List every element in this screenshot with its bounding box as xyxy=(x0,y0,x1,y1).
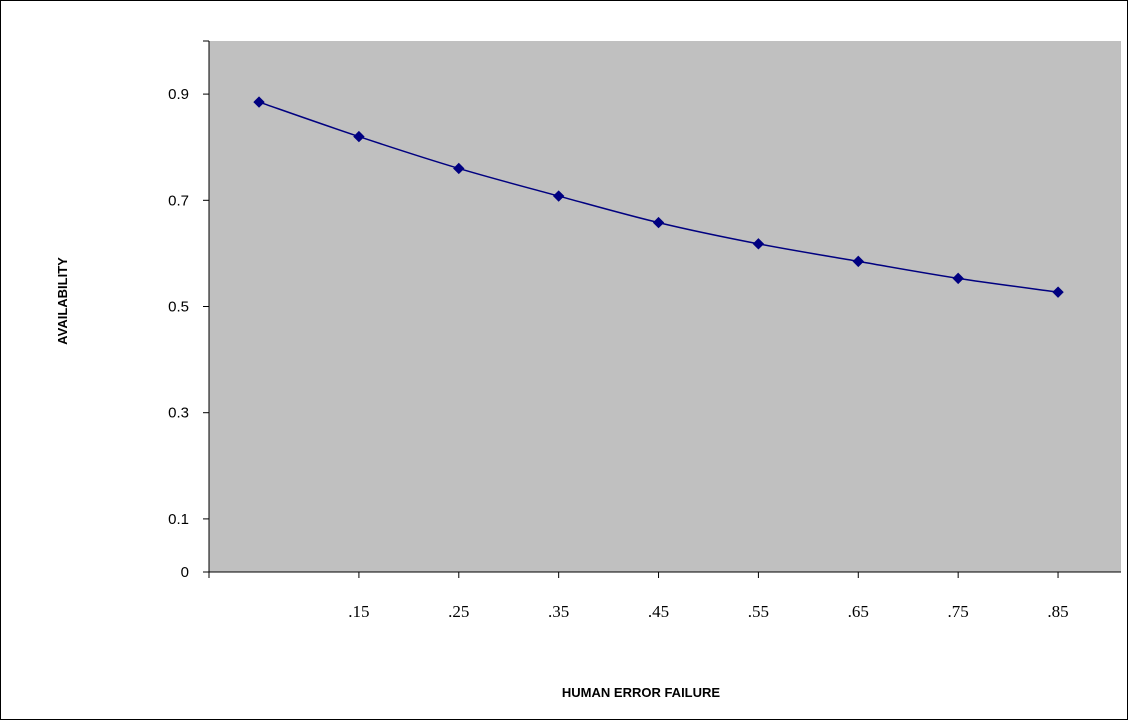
x-axis: .15 .25 .35 .45 .55 .65 .75 .85 xyxy=(208,571,1121,621)
series-layer xyxy=(253,96,1064,298)
data-point xyxy=(253,96,265,108)
data-point xyxy=(752,238,765,250)
x-axis-title: HUMAN ERROR FAILURE xyxy=(562,685,720,700)
y-tick-label: 0.7 xyxy=(168,192,189,209)
x-tick-label: .45 xyxy=(648,602,669,621)
y-tick-label: 0.5 xyxy=(168,299,189,316)
y-axis: 0 0.1 0.3 0.5 0.7 0.9 xyxy=(168,40,210,581)
y-tick-label: 0.1 xyxy=(168,511,189,528)
data-point xyxy=(353,130,365,143)
x-tick-label: .65 xyxy=(848,602,869,621)
x-tick-label: .15 xyxy=(348,602,369,621)
data-point xyxy=(453,162,465,175)
x-tick-label: .35 xyxy=(548,602,569,621)
data-point xyxy=(952,272,964,285)
y-tick-label: 0 xyxy=(181,564,189,581)
data-point xyxy=(852,255,864,268)
y-axis-title: AVAILABILITY xyxy=(55,257,70,345)
x-tick-label: .25 xyxy=(448,602,469,621)
x-tick-label: .85 xyxy=(1047,602,1068,621)
data-point xyxy=(652,216,665,229)
x-tick-label: .75 xyxy=(948,602,969,621)
data-point xyxy=(552,190,565,202)
data-point xyxy=(1052,286,1064,298)
x-tick-label: .55 xyxy=(748,602,769,621)
plot-area xyxy=(209,41,1121,572)
y-tick-label: 0.9 xyxy=(168,86,189,103)
y-tick-label: 0.3 xyxy=(168,405,189,422)
